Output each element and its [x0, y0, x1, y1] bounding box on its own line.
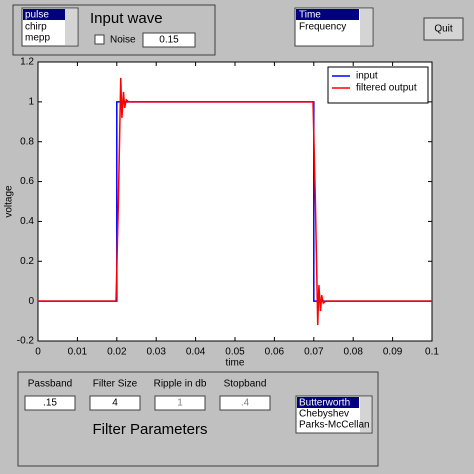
noise-checkbox[interactable]: [94, 34, 105, 45]
list-item[interactable]: Frequency: [299, 22, 346, 33]
x-tick-label: 0.04: [186, 347, 206, 358]
legend-label: input: [356, 71, 378, 82]
x-tick-label: 0.09: [383, 347, 403, 358]
y-tick-label: 0.2: [20, 256, 34, 267]
quit-button[interactable]: [423, 17, 464, 41]
field-edit[interactable]: [219, 395, 271, 411]
x-tick-label: 0.02: [107, 347, 127, 358]
list-item[interactable]: Time: [299, 10, 321, 21]
noise-edit[interactable]: [142, 32, 196, 48]
x-tick-label: 0.07: [304, 347, 324, 358]
field-edit[interactable]: [24, 395, 76, 411]
list-item[interactable]: Chebyshev: [299, 409, 349, 420]
y-tick-label: 1: [28, 96, 34, 107]
plot-area: [37, 61, 433, 342]
y-tick-label: 1.2: [20, 57, 34, 68]
edit-value[interactable]: 0.15: [159, 35, 179, 46]
field-label: Stopband: [224, 379, 267, 390]
field-label: Ripple in db: [154, 379, 207, 390]
selection: [23, 9, 65, 20]
field-edit[interactable]: [154, 395, 206, 411]
x-tick-label: 0.1: [425, 347, 439, 358]
scrollbar[interactable]: [65, 9, 77, 45]
selection: [296, 9, 359, 20]
list-item[interactable]: Parks-McCellan: [299, 420, 370, 431]
field-value[interactable]: .4: [241, 398, 250, 409]
list-item[interactable]: mepp: [25, 33, 50, 44]
button-label[interactable]: Quit: [434, 24, 453, 35]
legend-label: filtered output: [356, 83, 417, 94]
x-axis-label: time: [226, 358, 245, 369]
x-tick-label: 0: [35, 347, 41, 358]
y-tick-label: 0.6: [20, 176, 34, 187]
scrollbar[interactable]: [360, 397, 371, 432]
list-item[interactable]: Butterworth: [299, 398, 350, 409]
filter-fields: Passband .15 Filter Size 4 Ripple in db 1 Stop…: [24, 379, 271, 411]
panel-title: Input wave: [90, 10, 163, 27]
field-edit[interactable]: [89, 395, 141, 411]
field-value[interactable]: 1: [177, 398, 183, 409]
field-label: Passband: [28, 379, 72, 390]
chart: -0.200.20.40.60.811.20 0.01 0.02 0.03 0.04 0.…: [4, 57, 440, 369]
y-tick-label: -0.2: [17, 336, 35, 347]
y-tick-label: 0.8: [20, 136, 34, 147]
y-axis-label: voltage: [4, 185, 15, 218]
x-tick-label: 0.01: [68, 347, 88, 358]
x-tick-label: 0.06: [265, 347, 285, 358]
y-tick-label: 0: [28, 296, 34, 307]
y-tick-label: 0.4: [20, 216, 34, 227]
x-tick-label: 0.08: [343, 347, 363, 358]
x-tick-label: 0.03: [146, 347, 166, 358]
field-label: Filter Size: [93, 379, 138, 390]
checkbox-label: Noise: [110, 35, 136, 46]
list-item[interactable]: chirp: [25, 22, 47, 33]
field-value[interactable]: 4: [112, 398, 118, 409]
series-line: [38, 77, 432, 326]
field-value[interactable]: .15: [43, 398, 57, 409]
x-tick-label: 0.05: [225, 347, 245, 358]
panel-title: Filter Parameters: [92, 421, 207, 438]
legend-box: [327, 66, 429, 104]
scrollbar[interactable]: [360, 9, 372, 45]
list-item[interactable]: pulse: [25, 10, 49, 21]
selection: [297, 397, 359, 408]
